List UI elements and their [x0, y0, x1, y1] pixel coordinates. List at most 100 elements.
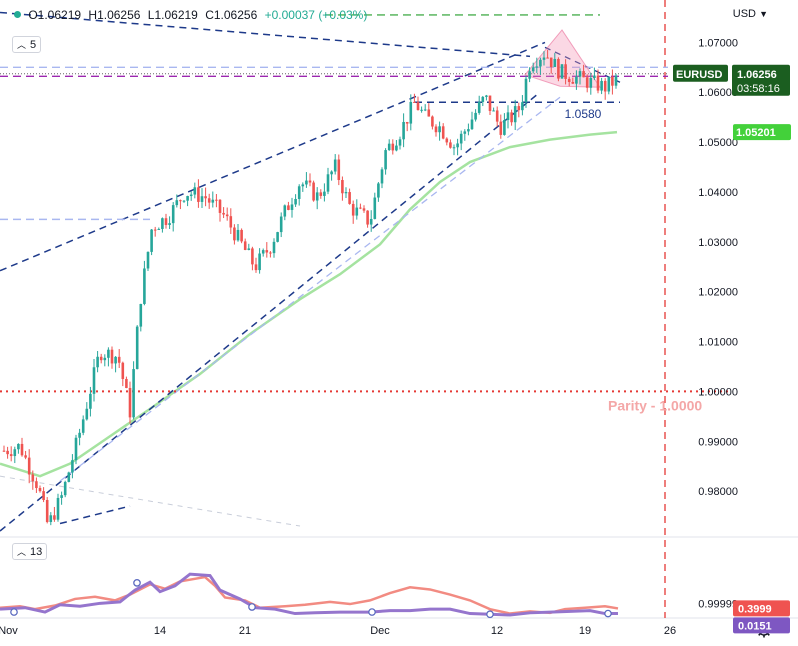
- candle-body: [524, 78, 528, 103]
- oscillator-marker: [10, 608, 18, 616]
- candle-body: [593, 75, 596, 79]
- candle-body: [236, 229, 240, 241]
- candle-body: [38, 488, 42, 492]
- candle-body: [143, 268, 146, 304]
- candle-body: [600, 80, 603, 91]
- candle-body: [99, 356, 103, 361]
- candle-body: [564, 64, 567, 79]
- candle-body: [139, 303, 143, 327]
- x-tick-label: 26: [664, 625, 676, 637]
- oscillator-marker: [486, 610, 494, 619]
- candle-body: [107, 349, 110, 358]
- candle-body: [243, 241, 247, 250]
- candle-body: [67, 472, 71, 482]
- candle-body: [265, 250, 269, 253]
- candle-body: [179, 200, 182, 202]
- candle-body: [276, 232, 279, 242]
- countdown-tag: 03:58:16: [737, 83, 780, 95]
- candle-body: [596, 75, 600, 91]
- x-tick-label: 14: [154, 625, 166, 637]
- descending-trendline: [0, 11, 531, 58]
- candle-body: [441, 126, 445, 139]
- candle-body: [308, 180, 312, 183]
- candle-body: [53, 515, 56, 520]
- candle-body: [571, 82, 575, 84]
- candle-body: [297, 186, 301, 199]
- candle-body: [272, 241, 276, 254]
- candle-body: [247, 248, 251, 250]
- candle-body: [416, 102, 420, 111]
- candle-body: [319, 192, 323, 196]
- y-tick-label: 1.05000: [698, 137, 738, 149]
- candle-body: [531, 67, 535, 72]
- candle-body: [283, 205, 287, 217]
- candle-body: [517, 106, 521, 111]
- candle-body: [229, 216, 233, 228]
- candle-body: [74, 437, 78, 461]
- currency-selector[interactable]: USD ▼: [733, 8, 768, 20]
- candle-body: [240, 229, 243, 242]
- oscillator-marker: [133, 579, 141, 587]
- x-tick-label: Nov: [0, 625, 18, 637]
- candle-body: [405, 121, 409, 124]
- y-tick-label: 1.02000: [698, 287, 738, 299]
- candle-body: [225, 214, 229, 217]
- candles-layer: [2, 50, 618, 526]
- oscillator-marker: [604, 609, 612, 618]
- chevron-down-icon: ▼: [759, 9, 768, 19]
- candle-body: [467, 129, 470, 132]
- ohlc-high: H1.06256: [88, 8, 141, 22]
- candle-body: [366, 210, 369, 225]
- candle-body: [81, 419, 85, 433]
- candle-body: [186, 196, 189, 201]
- support-label: 1.0580: [565, 107, 602, 121]
- candle-body: [161, 218, 164, 229]
- candle-body: [341, 180, 344, 194]
- candle-body: [135, 326, 139, 370]
- candle-body: [528, 71, 531, 79]
- ohlc-legend: O1.06219 H1.06256 L1.06219 C1.06256 +0.0…: [14, 8, 371, 22]
- osc-red-tag-bg: [733, 600, 790, 617]
- candle-body: [153, 229, 157, 231]
- candle-body: [31, 474, 35, 482]
- candle-body: [445, 138, 449, 143]
- candle-body: [420, 109, 423, 111]
- main-indicator-pill[interactable]: ︿ 5: [12, 36, 42, 53]
- candle-body: [13, 449, 17, 457]
- ohlc-open: O1.06219: [28, 8, 82, 22]
- candle-body: [17, 443, 20, 450]
- candle-body: [377, 183, 380, 198]
- candle-body: [157, 228, 161, 230]
- light-support-line: [59, 96, 561, 482]
- candle-body: [380, 169, 384, 184]
- candle-body: [589, 78, 593, 88]
- candle-body: [121, 362, 125, 379]
- candle-body: [614, 75, 618, 86]
- candle-body: [42, 491, 45, 501]
- x-tick-label: Dec: [370, 625, 390, 637]
- candle-body: [492, 110, 495, 112]
- candle-body: [549, 57, 553, 67]
- oscillator-red-line: [0, 575, 619, 615]
- candle-body: [215, 199, 218, 201]
- main-indicator-setting: 5: [30, 38, 37, 51]
- candle-body: [9, 454, 13, 457]
- candle-body: [251, 248, 254, 265]
- symbol-tag: EURUSD: [676, 69, 723, 81]
- candle-body: [510, 112, 513, 123]
- candle-body: [258, 253, 261, 271]
- candle-body: [557, 58, 560, 79]
- candle-body: [330, 171, 333, 175]
- candle-body: [89, 393, 92, 409]
- y-tick-label: 0.99000: [698, 436, 738, 448]
- candle-body: [175, 200, 179, 206]
- candle-body: [387, 143, 391, 151]
- osc-indicator-pill[interactable]: ︿ 13: [12, 543, 48, 560]
- osc-purple-tag: 0.0151: [738, 620, 772, 632]
- candle-body: [60, 495, 63, 498]
- chevron-up-icon: ︿: [17, 547, 27, 557]
- x-tick-label: 21: [239, 625, 251, 637]
- status-dot-icon: [14, 11, 21, 18]
- candle-body: [456, 143, 459, 148]
- candle-body: [344, 192, 348, 194]
